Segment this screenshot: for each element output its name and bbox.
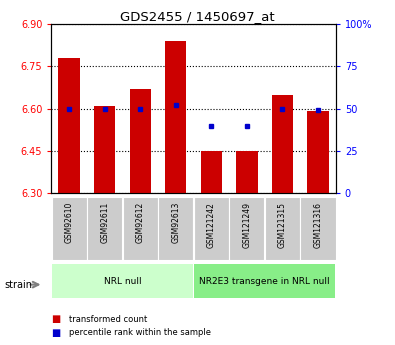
Text: GSM92613: GSM92613 [171, 202, 180, 243]
Bar [194, 264, 335, 298]
Text: GSM121315: GSM121315 [278, 202, 287, 248]
Bar [51, 197, 87, 260]
Bar [87, 197, 122, 260]
Text: GDS2455 / 1450697_at: GDS2455 / 1450697_at [120, 10, 275, 23]
Bar [158, 197, 194, 260]
Text: percentile rank within the sample: percentile rank within the sample [69, 328, 211, 337]
Text: ■: ■ [51, 328, 60, 338]
Bar [51, 264, 193, 298]
Bar [300, 197, 336, 260]
Bar [265, 197, 300, 260]
Bar [236, 151, 258, 193]
Bar [201, 151, 222, 193]
Text: GSM121249: GSM121249 [243, 202, 251, 248]
Bar [307, 111, 329, 193]
Text: strain: strain [4, 280, 32, 289]
Bar [122, 197, 158, 260]
Text: transformed count: transformed count [69, 315, 147, 324]
Text: GSM92612: GSM92612 [136, 202, 145, 243]
Bar [165, 41, 186, 193]
Text: NRL null: NRL null [103, 277, 141, 286]
Text: ■: ■ [51, 314, 60, 324]
Bar [94, 106, 115, 193]
Text: GSM121242: GSM121242 [207, 202, 216, 248]
Bar [194, 197, 229, 260]
Text: GSM92610: GSM92610 [65, 202, 73, 243]
Text: GSM121316: GSM121316 [314, 202, 322, 248]
Bar [229, 197, 265, 260]
Bar [58, 58, 80, 193]
Text: GSM92611: GSM92611 [100, 202, 109, 243]
Bar [272, 95, 293, 193]
Bar [130, 89, 151, 193]
Text: NR2E3 transgene in NRL null: NR2E3 transgene in NRL null [199, 277, 330, 286]
